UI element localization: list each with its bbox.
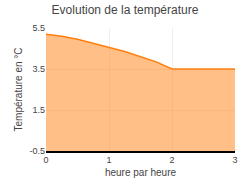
svg-text:Température en °C: Température en °C <box>13 47 24 131</box>
svg-text:0: 0 <box>43 155 48 165</box>
svg-text:5.5: 5.5 <box>32 23 45 33</box>
svg-text:1.5: 1.5 <box>32 105 45 115</box>
svg-text:3: 3 <box>232 155 237 165</box>
svg-text:-0.5: -0.5 <box>29 146 45 156</box>
svg-text:heure par heure: heure par heure <box>105 167 177 178</box>
svg-text:3.5: 3.5 <box>32 64 45 74</box>
svg-text:2: 2 <box>169 155 174 165</box>
svg-text:Evolution de la température: Evolution de la température <box>52 3 199 17</box>
svg-text:1: 1 <box>106 155 111 165</box>
